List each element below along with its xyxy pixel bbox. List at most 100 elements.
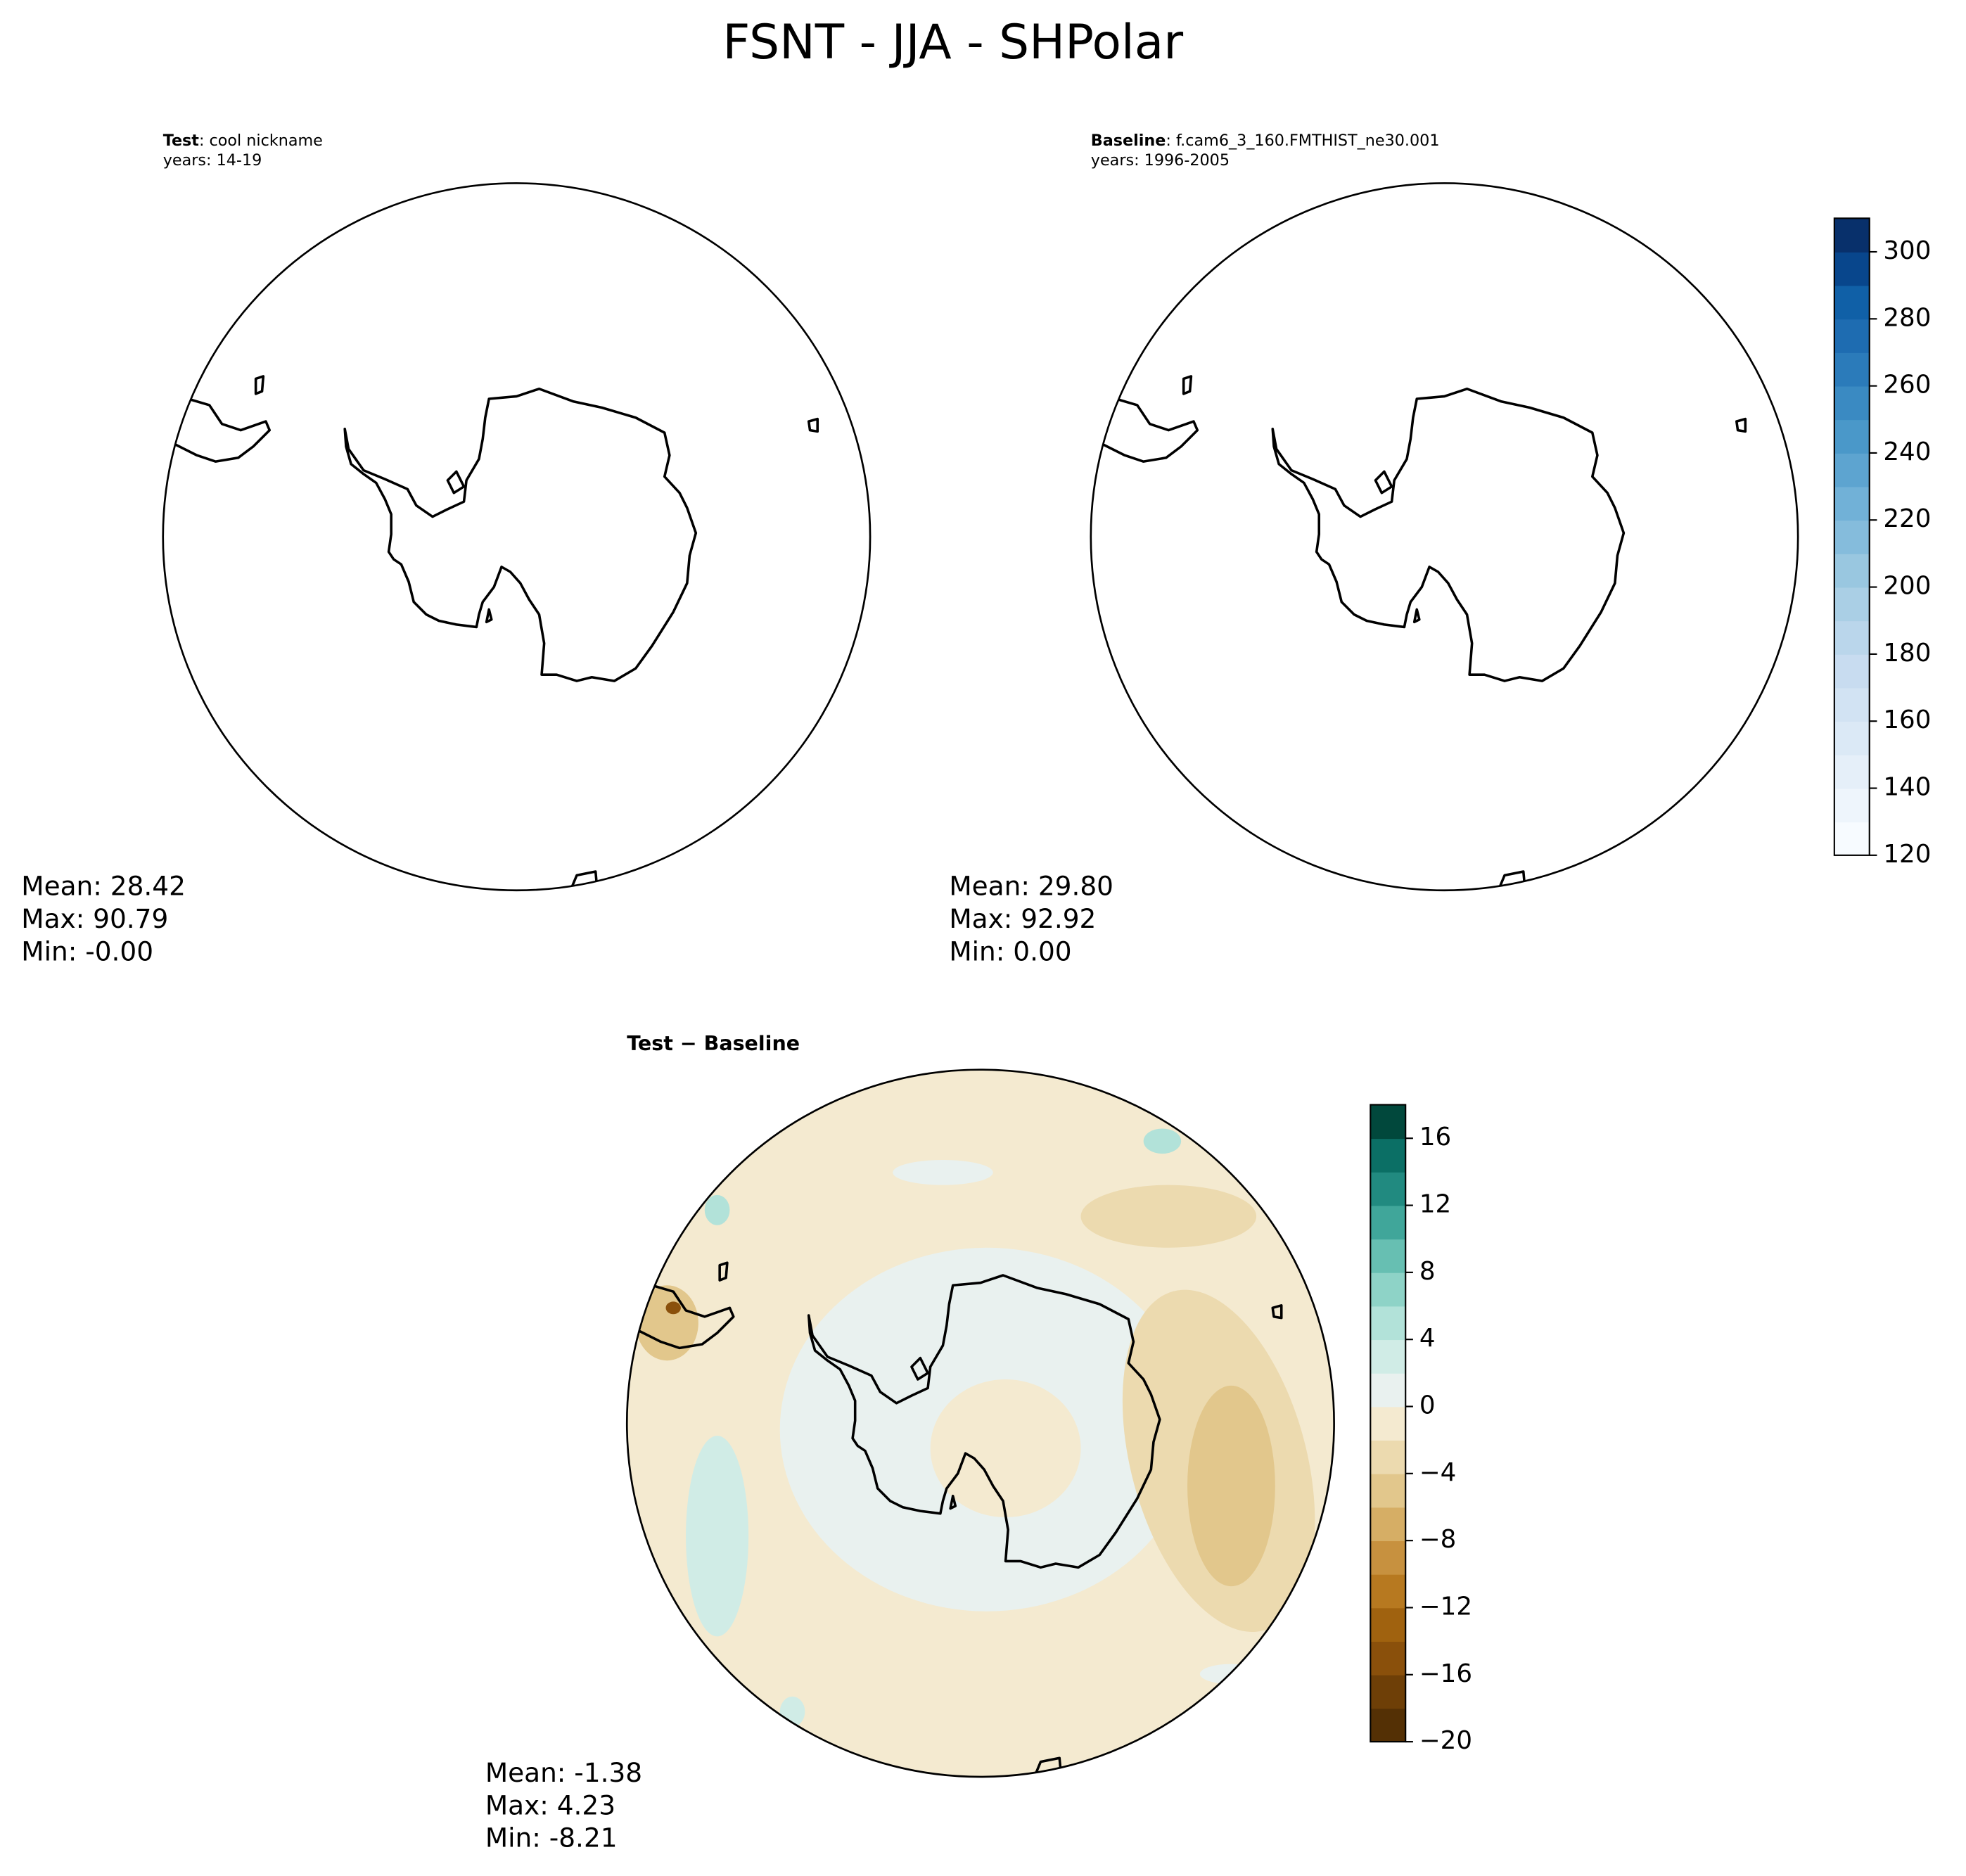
panel-label: Test: cool nickname [163, 131, 323, 149]
colorbar-tick-label: 200 [1883, 572, 1931, 601]
map [162, 182, 872, 892]
colorbar-band [1834, 620, 1870, 655]
colorbar-band [1370, 1138, 1406, 1173]
colorbar-tick-label: 260 [1883, 371, 1931, 400]
colorbar-tick-label: 180 [1883, 639, 1931, 668]
colorbar-band [1370, 1205, 1406, 1240]
colorbar-tick-label: 300 [1883, 236, 1931, 265]
colorbar-frame [1833, 217, 1870, 856]
colorbar-tick-label: 240 [1883, 438, 1931, 466]
colorbar-tick-label: 160 [1883, 706, 1931, 734]
map-content [1090, 183, 1799, 891]
colorbar-tick-label: 220 [1883, 504, 1931, 533]
colorbar-band [1370, 1607, 1406, 1642]
stat: Max: 90.79 [21, 903, 168, 934]
stat: Mean: -1.38 [485, 1757, 642, 1788]
colorbar-tick-label: −20 [1419, 1726, 1472, 1755]
map-boundary [625, 1068, 1335, 1778]
panel-name: Test [163, 131, 200, 149]
field-blob [1187, 1385, 1275, 1587]
colorbar-band [1834, 419, 1870, 454]
field-blob [1080, 1185, 1257, 1248]
colorbar-band [1834, 452, 1870, 487]
stat: Max: 92.92 [949, 903, 1096, 934]
colorbar-band [1834, 486, 1870, 521]
colorbar-band [1834, 218, 1870, 253]
colorbar-band [1370, 1507, 1406, 1542]
map-content [627, 1069, 1334, 1778]
colorbar-band [1370, 1406, 1406, 1441]
colorbar-band [1834, 687, 1870, 722]
field-blob [665, 1301, 681, 1315]
colorbar-band [1834, 788, 1870, 823]
colorbar-band [1370, 1306, 1406, 1341]
panel-label: Test − Baseline [627, 1032, 800, 1055]
colorbar-band [1834, 553, 1870, 588]
colorbar-band [1370, 1540, 1406, 1575]
map-background [162, 183, 871, 891]
colorbar-tick-label: 140 [1883, 773, 1931, 802]
colorbar-frame [1370, 1104, 1407, 1743]
colorbar-band [1834, 721, 1870, 755]
colorbar-band [1370, 1372, 1406, 1408]
field-blob [635, 1285, 698, 1361]
stat: Min: -8.21 [485, 1823, 618, 1853]
colorbar-band [1834, 251, 1870, 286]
field-blob [1199, 1664, 1263, 1685]
colorbar-band [1834, 352, 1870, 387]
map-background [1090, 183, 1799, 891]
colorbar-band [1370, 1440, 1406, 1474]
panel-years: years: 14-19 [163, 151, 262, 170]
colorbar-tick-label: 16 [1419, 1123, 1451, 1151]
colorbar-band [1834, 653, 1870, 689]
colorbar-band [1834, 520, 1870, 554]
map [625, 1068, 1335, 1778]
map [1090, 182, 1799, 892]
colorbar-tick-label: −4 [1419, 1458, 1457, 1487]
colorbar-tick-label: 280 [1883, 303, 1931, 332]
field-blob [704, 1194, 730, 1225]
panel-label: Baseline: f.cam6_3_160.FMTHIST_ne30.001 [1091, 131, 1440, 149]
colorbar-band [1834, 319, 1870, 353]
colorbar-tick-label: −16 [1419, 1659, 1472, 1688]
colorbar-tick-label: 4 [1419, 1324, 1436, 1353]
stat: Mean: 28.42 [21, 871, 186, 902]
colorbar-tick-label: −12 [1419, 1592, 1472, 1621]
colorbar-tick-label: −8 [1419, 1525, 1457, 1554]
colorbar-band [1370, 1104, 1406, 1140]
colorbar-band [1370, 1641, 1406, 1676]
colorbar-band [1834, 385, 1870, 421]
colorbar-tick-label: 12 [1419, 1190, 1451, 1219]
colorbar-band [1834, 822, 1870, 856]
map-boundary [162, 182, 872, 892]
map-content [162, 183, 871, 891]
stat: Max: 4.23 [485, 1789, 615, 1820]
colorbar-tick-label: 8 [1419, 1257, 1436, 1286]
colorbar-band [1370, 1708, 1406, 1742]
stat: Min: 0.00 [949, 936, 1071, 966]
colorbar-tick-label: 0 [1419, 1391, 1436, 1420]
colorbar-band [1834, 285, 1870, 320]
figure-title: FSNT - JJA - SHPolar [722, 14, 1183, 70]
field-blob [893, 1160, 993, 1185]
colorbar-band [1370, 1272, 1406, 1307]
map-boundary [1090, 182, 1799, 892]
panel-years: years: 1996-2005 [1091, 151, 1230, 170]
panel-case: : cool nickname [199, 131, 323, 149]
colorbar-band [1834, 754, 1870, 789]
colorbar-tick-label: 120 [1883, 840, 1931, 869]
field-blob [930, 1379, 1081, 1518]
colorbar-band [1370, 1674, 1406, 1709]
field-blob [1143, 1128, 1182, 1154]
colorbar-band [1370, 1171, 1406, 1206]
colorbar-band [1370, 1239, 1406, 1273]
colorbar-band [1370, 1574, 1406, 1609]
colorbar-band [1834, 587, 1870, 622]
colorbar-band [1370, 1339, 1406, 1374]
field-blob [686, 1436, 749, 1637]
panel-case: : f.cam6_3_160.FMTHIST_ne30.001 [1166, 131, 1439, 149]
colorbar-band [1370, 1473, 1406, 1508]
stat: Min: -0.00 [21, 936, 153, 966]
panel-name: Baseline [1091, 131, 1166, 149]
